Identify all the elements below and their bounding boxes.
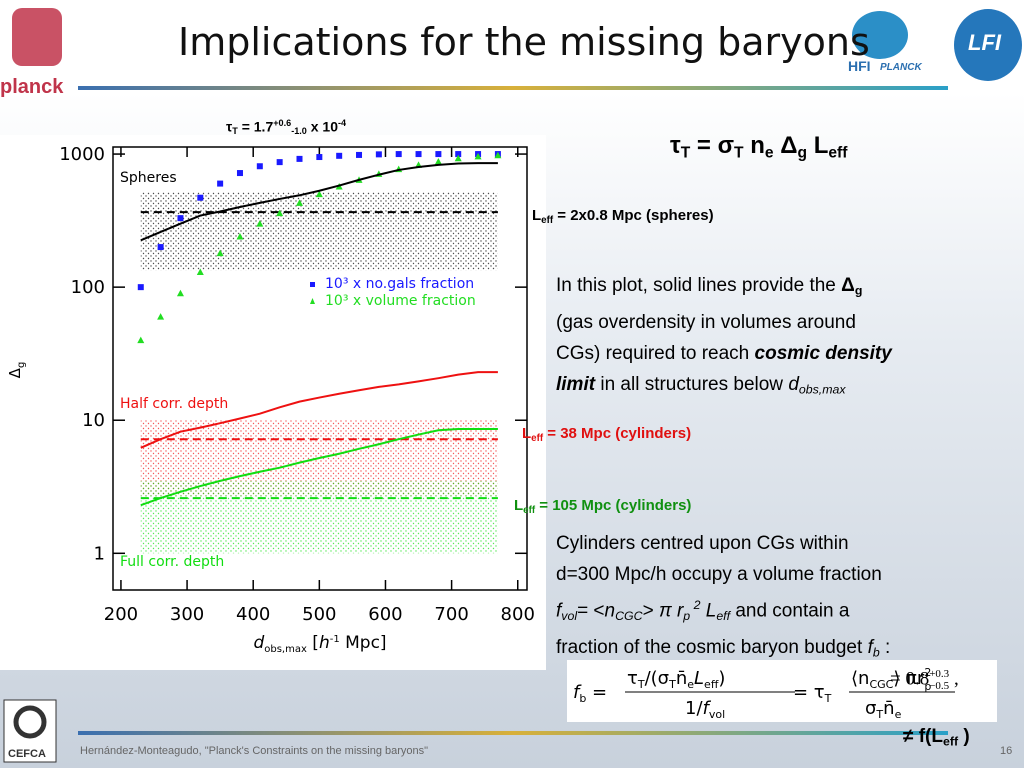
page-number: 16 (1000, 745, 1013, 757)
chart-heading: τT = 1.7+0.6-1.0 x 10-4 (226, 118, 347, 137)
marker (137, 284, 144, 291)
y-tick-label: 100 (71, 277, 105, 298)
svg-text:1/fvol: 1/fvol (685, 698, 725, 721)
legend-label: 10³ x volume fraction (325, 293, 476, 309)
marker (494, 151, 502, 159)
x-tick-label: 700 (434, 604, 468, 625)
x-tick-label: 300 (170, 604, 204, 625)
legend-marker (310, 282, 315, 287)
line (140, 427, 498, 507)
marker (454, 154, 462, 162)
y-tick-label: 10 (82, 410, 105, 431)
marker (197, 194, 204, 201)
logo-text: HFI (848, 58, 871, 74)
series-label: Full corr. depth (120, 554, 224, 570)
band (140, 480, 498, 554)
marker (434, 157, 442, 165)
annotation: Leff = 38 Mpc (cylinders) (522, 425, 692, 444)
svg-text:= τT: = τT (793, 682, 832, 705)
y-axis-label: Δg (6, 362, 27, 379)
x-tick-label: 800 (501, 604, 535, 625)
marker (474, 152, 482, 160)
band (140, 192, 498, 271)
y-tick-label: 1000 (59, 144, 105, 165)
annotation: Leff = 105 Mpc (cylinders) (514, 497, 692, 516)
x-tick-label: 500 (302, 604, 336, 625)
marker (256, 163, 263, 170)
header-rule (78, 86, 948, 90)
logo-text: planck (0, 76, 64, 98)
marker (217, 180, 224, 187)
legend-marker (310, 298, 315, 304)
marker (375, 151, 382, 158)
paragraph: In this plot, solid lines provide the Δg… (556, 275, 892, 397)
x-tick-label: 200 (104, 604, 138, 625)
marker (157, 313, 165, 320)
logo-text: LFI (968, 30, 1001, 55)
hfi-logo (852, 11, 908, 59)
marker (296, 155, 303, 162)
marker (176, 289, 184, 297)
slide-title: Implications for the missing baryons (178, 20, 870, 64)
annotation: Leff = 2x0.8 Mpc (spheres) (532, 207, 714, 226)
line (140, 371, 498, 449)
svg-text:τT/(σTn̄eLeff): τT/(σTn̄eLeff) (627, 668, 725, 691)
marker (236, 170, 243, 177)
marker (356, 151, 363, 158)
formula: τT = σT ne Δg Leff (670, 132, 848, 162)
marker (295, 199, 303, 206)
marker (177, 215, 184, 222)
chart: Δg dobs,max [h-1 Mpc] 200 300 400 500 600 700… (6, 144, 535, 655)
marker (236, 233, 244, 240)
x-tick-label: 400 (236, 604, 270, 625)
marker (216, 249, 224, 257)
marker (455, 151, 462, 158)
legend-label: 10³ x no.gals fraction (325, 276, 474, 292)
footer-rule (78, 731, 948, 735)
series-label: Spheres (120, 170, 177, 186)
planck-logo (12, 8, 62, 66)
equation-result: = 0.8+0.3 −0.5 , (890, 668, 959, 692)
logo-text: CEFCA (8, 748, 46, 760)
x-tick-label: 600 (368, 604, 402, 625)
paragraph: Cylinders centred upon CGs within d=300 M… (556, 533, 891, 660)
series-label: Half corr. depth (120, 396, 228, 412)
x-axis-label: dobs,max [h-1 Mpc] (253, 633, 386, 655)
marker (276, 159, 283, 166)
marker (415, 151, 422, 158)
marker (196, 268, 204, 275)
marker (315, 190, 323, 198)
line (140, 162, 498, 242)
svg-text:fb =: fb = (573, 682, 607, 705)
equation: fb = τT/(σTn̄eLeff) 1/fvol = τT ⟨nCGC⟩ π… (567, 660, 997, 722)
logo-text: PLANCK (880, 62, 922, 73)
lfi-logo (954, 9, 1022, 81)
cefca-mark (13, 705, 47, 739)
svg-text:σTn̄e: σTn̄e (865, 698, 902, 721)
marker (137, 336, 145, 344)
marker (256, 220, 264, 227)
footer-citation: Hernández-Monteagudo, "Planck's Constrai… (80, 745, 429, 757)
marker (276, 209, 284, 217)
equation-text: fb = τT/(σTn̄eLeff) 1/fvol = τT ⟨nCGC⟩ π… (573, 666, 955, 721)
marker (435, 151, 442, 158)
y-tick-label: 1 (94, 543, 105, 564)
marker (157, 244, 164, 251)
marker (336, 152, 343, 159)
note: ≠ f(Leff ) (903, 726, 970, 749)
marker (316, 154, 323, 161)
marker (395, 151, 402, 158)
